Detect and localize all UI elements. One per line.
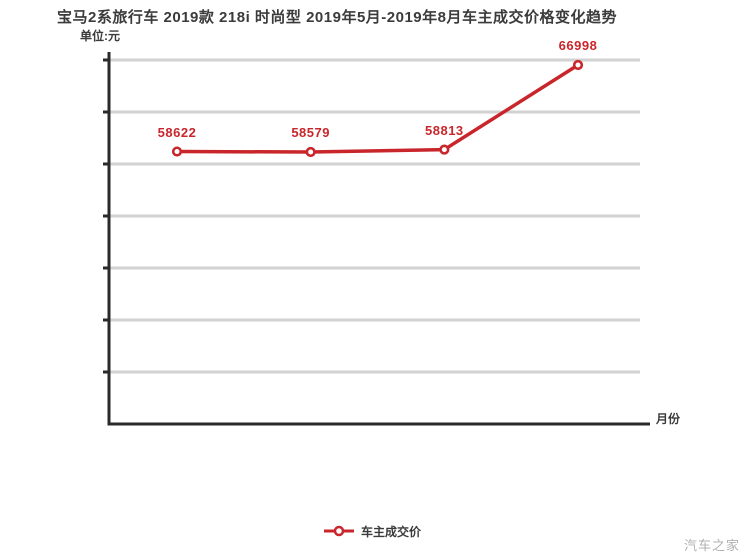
- data-point-label: 66998: [558, 38, 598, 53]
- data-point-label: 58579: [291, 125, 330, 140]
- data-point-label: 58813: [425, 122, 464, 138]
- watermark-autohome: 汽车之家: [683, 538, 740, 553]
- data-point-marker: [171, 146, 183, 157]
- legend-series-label: 车主成交价: [360, 524, 421, 539]
- legend: 车主成交价: [0, 521, 744, 541]
- price-line: [175, 63, 580, 154]
- data-point-marker: [305, 146, 316, 158]
- data-point-marker: [439, 144, 450, 155]
- chart-title: 宝马2系旅行车 2019款 218i 时尚型 2019年5月-2019年8月车主…: [57, 9, 617, 26]
- x-axis-label: 月份: [656, 412, 681, 426]
- legend-line-marker-icon: [323, 525, 354, 537]
- data-point-marker: [572, 59, 584, 71]
- y-axis-unit-label: 单位:元: [80, 29, 120, 43]
- data-point-label: 58622: [157, 124, 197, 140]
